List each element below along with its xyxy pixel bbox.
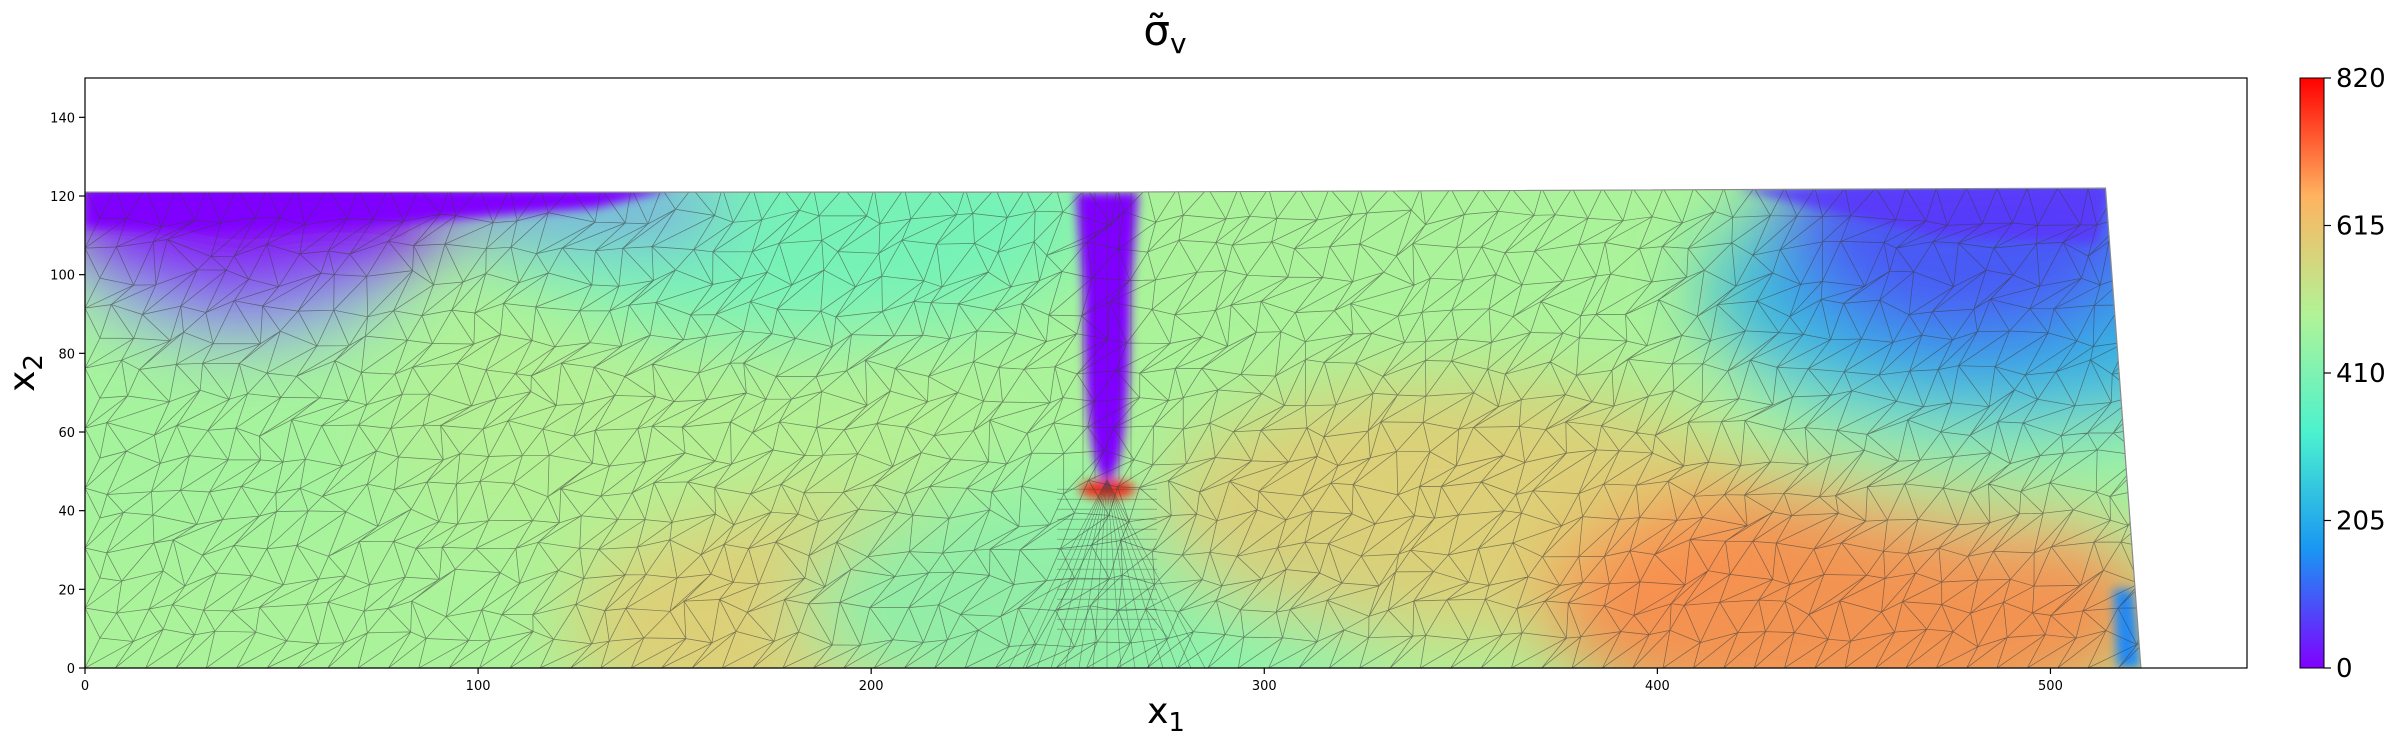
x-tick-label: 0 <box>81 679 89 694</box>
colorbar-tick-label: 0 <box>2336 654 2353 684</box>
field-sample-9 <box>485 188 1100 346</box>
top-right-low-region <box>1735 188 2110 244</box>
colorbar-tick-label: 615 <box>2336 212 2386 242</box>
x-tick-label: 400 <box>1645 679 1670 694</box>
y-tick-label: 100 <box>50 269 75 284</box>
y-tick-label: 20 <box>58 583 75 598</box>
field-sample-1 <box>368 302 982 562</box>
y-axis-ticks: 0 20 40 60 80 100 120 140 <box>50 111 85 677</box>
y-axis-label-subscript: 2 <box>19 354 49 371</box>
mesh-triangles <box>85 188 2141 668</box>
y-tick-label: 0 <box>67 662 75 677</box>
y-axis-label-main: x <box>2 371 43 392</box>
fe-mesh <box>85 188 2141 668</box>
y-tick-label: 120 <box>50 190 75 205</box>
x-tick-label: 300 <box>1252 679 1277 694</box>
axes-frame <box>84 77 2248 669</box>
colorbar-ticks: 0 205 410 615 820 <box>2324 64 2386 684</box>
colorbar <box>2299 77 2325 669</box>
y-tick-label: 80 <box>58 347 75 362</box>
x-tick-label: 500 <box>2038 679 2063 694</box>
x-axis-label-main: x <box>1147 691 1168 732</box>
y-tick-label: 140 <box>50 111 75 126</box>
colorbar-tick-label: 410 <box>2336 359 2386 389</box>
x-tick-label: 100 <box>466 679 491 694</box>
mesh-refined-notch <box>1008 192 1206 668</box>
field-sample-6 <box>1547 479 2141 668</box>
chart-title: σ̃v <box>1143 6 1186 60</box>
colorbar-tick-label: 205 <box>2336 507 2386 537</box>
y-tick-label: 60 <box>58 426 75 441</box>
chart-title-symbol: σ̃ <box>1143 6 1170 55</box>
x-tick-label: 200 <box>859 679 884 694</box>
x-axis-label-subscript: 1 <box>1168 708 1185 738</box>
colorbar-tick-label: 820 <box>2336 64 2386 94</box>
x-axis-ticks: 0 100 200 300 400 500 <box>81 668 2063 694</box>
field-sample-0 <box>85 302 510 562</box>
top-left-low-region <box>85 188 675 232</box>
chart-title-subscript: v <box>1170 27 1187 60</box>
x-axis-label: x1 <box>1147 691 1185 738</box>
y-axis-label: x2 <box>2 354 49 392</box>
y-tick-label: 40 <box>58 505 75 520</box>
